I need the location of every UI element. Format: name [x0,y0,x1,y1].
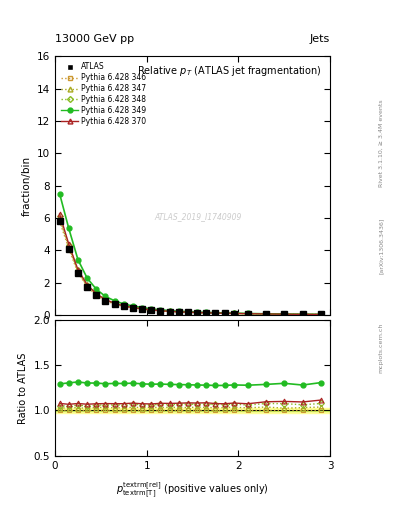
Text: Relative $p_{T}$ (ATLAS jet fragmentation): Relative $p_{T}$ (ATLAS jet fragmentatio… [137,64,322,78]
Text: [arXiv:1306.3436]: [arXiv:1306.3436] [379,218,384,274]
Legend: ATLAS, Pythia 6.428 346, Pythia 6.428 347, Pythia 6.428 348, Pythia 6.428 349, P: ATLAS, Pythia 6.428 346, Pythia 6.428 34… [59,60,149,129]
Text: mcplots.cern.ch: mcplots.cern.ch [379,323,384,373]
Text: Rivet 3.1.10, ≥ 3.4M events: Rivet 3.1.10, ≥ 3.4M events [379,99,384,187]
Text: Jets: Jets [310,33,330,44]
Y-axis label: fraction/bin: fraction/bin [21,156,31,216]
Text: 13000 GeV pp: 13000 GeV pp [55,33,134,44]
Text: ATLAS_2019_I1740909: ATLAS_2019_I1740909 [154,212,242,221]
Text: $p_{\rm textrm[T]}^{\rm textrm[rel]}$ (positive values only): $p_{\rm textrm[T]}^{\rm textrm[rel]}$ (p… [116,480,269,500]
Y-axis label: Ratio to ATLAS: Ratio to ATLAS [18,352,28,423]
